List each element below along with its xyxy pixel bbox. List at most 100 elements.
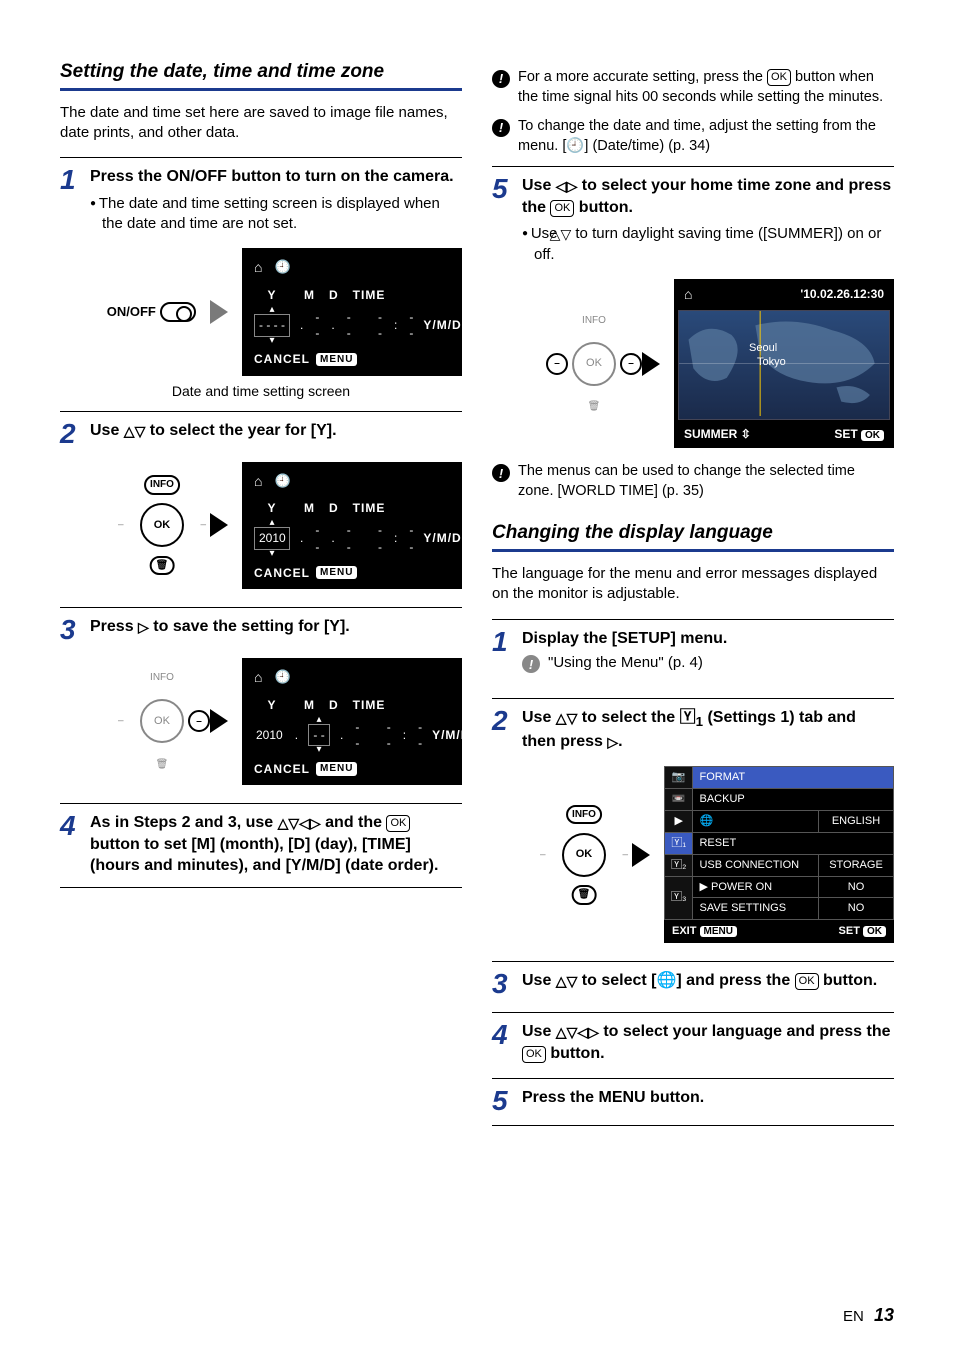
s5bb: button. — [646, 1089, 705, 1106]
sep: . — [329, 530, 336, 546]
up-down-icon: △▽ — [562, 225, 572, 244]
menu-wrap: INFO OK – – 🗑 📷FORMAT 📼BACKUP ▶🌐ENGLISH … — [492, 766, 894, 943]
hdr-t: TIME — [353, 287, 386, 303]
s1b-text: Display the [SETUP] menu. — [522, 630, 727, 647]
day-cell: - - — [345, 522, 353, 554]
hdr-m: M — [304, 287, 315, 303]
arrow-icon — [210, 709, 228, 733]
clock-icon: 🕘 — [274, 258, 290, 277]
right-tri-icon: ▷ — [138, 618, 149, 637]
step-number: 2 — [60, 420, 80, 448]
dpad-ok: OK — [140, 503, 184, 547]
s3a: Press — [90, 618, 138, 635]
ymd-label: Y/M/D — [432, 727, 470, 743]
ok-badge: OK — [863, 926, 886, 937]
dpad-trash: 🗑 — [572, 885, 597, 905]
dpad-trash: 🗑 — [588, 400, 601, 414]
arrow-icon — [642, 352, 660, 376]
section-title-2: Changing the display language — [492, 521, 894, 552]
screen1-caption: Date and time setting screen — [60, 382, 462, 401]
ymd-label: Y/M/D — [423, 530, 461, 546]
tab-y3-icon: 🅈₃ — [665, 876, 693, 920]
s5a: Use — [522, 177, 556, 194]
year-cell: 2010 — [254, 527, 290, 549]
step-number: 2 — [492, 707, 512, 753]
step-number: 5 — [492, 175, 512, 265]
screen3-wrap: INFO OK – – 🗑 ⌂🕘 Y M D TIME 2010 . - - — [60, 658, 462, 785]
timezone-screen: ⌂ '10.02.26.12:30 Seoul Tokyo SUMMER — [674, 279, 894, 448]
screen2-wrap: INFO OK – – 🗑 ⌂🕘 Y M D TIME 2010 . - - — [60, 462, 462, 589]
dpad-info: INFO — [150, 671, 174, 685]
step-number: 1 — [60, 166, 80, 234]
page-number: 13 — [874, 1305, 894, 1325]
year-cell: - - - - — [254, 314, 290, 336]
sep: . — [298, 317, 305, 333]
lcd-screen-3: ⌂🕘 Y M D TIME 2010 . - - . - - - - : - - — [242, 658, 462, 785]
colon: : — [392, 317, 399, 333]
month-cell: - - — [308, 724, 330, 746]
dpad-icon: INFO OK – – 🗑 — [128, 671, 196, 771]
step-4: 4 As in Steps 2 and 3, use △▽◁▷ and the … — [60, 803, 462, 888]
dpad-right: – — [622, 848, 628, 862]
tz-wrap: INFO OK – – 🗑 ⌂ '10.02.26.12:30 — [492, 279, 894, 448]
wrench-sub: 1 — [696, 714, 703, 729]
dpad-icon: INFO OK – – 🗑 — [560, 314, 628, 414]
menu-save: SAVE SETTINGS — [693, 898, 819, 920]
hour-cell: - - — [385, 719, 393, 751]
ok-icon: OK — [386, 815, 410, 832]
note-worldtime: ! The menus can be used to change the se… — [492, 462, 894, 501]
setup-menu-screen: 📷FORMAT 📼BACKUP ▶🌐ENGLISH 🅈₁RESET 🅈₂USB … — [664, 766, 894, 943]
dpad-left: – — [540, 848, 546, 862]
hdr-y: Y — [254, 697, 290, 713]
onoff-label-inline: ON/OFF — [166, 168, 226, 185]
s2a: Use — [90, 422, 124, 439]
hdr-d: D — [329, 500, 339, 516]
hdr-y: Y — [254, 500, 290, 516]
hdr-t: TIME — [353, 500, 386, 516]
s3b: to save the setting for [Y]. — [149, 618, 350, 635]
s3bc: ] and press the — [676, 972, 794, 989]
menu-lang-val: ENGLISH — [819, 811, 894, 833]
note-accurate: ! For a more accurate setting, press the… — [492, 68, 894, 107]
tz-timestamp: '10.02.26.12:30 — [800, 286, 884, 302]
colon: : — [401, 727, 408, 743]
hdr-m: M — [304, 697, 315, 713]
ok-icon: OK — [550, 200, 574, 217]
city-seoul: Seoul — [749, 341, 777, 356]
s4ba: Use — [522, 1023, 556, 1040]
dpad-left: – — [118, 518, 124, 532]
sep: . — [293, 727, 300, 743]
tab-y1-icon: 🅈₁ — [665, 832, 693, 854]
step-1b: 1 Display the [SETUP] menu. !"Using the … — [492, 619, 894, 684]
step-number: 3 — [492, 970, 512, 998]
note2b: ] (Date/time) (p. 34) — [584, 138, 710, 154]
dpad-icon: INFO OK – – 🗑 — [550, 805, 618, 905]
s4bc: button. — [546, 1045, 605, 1062]
step1-text-b: button to turn on the camera. — [227, 168, 454, 185]
warning-icon: ! — [492, 119, 510, 137]
menu-save-val: NO — [819, 898, 894, 920]
hdr-d: D — [329, 697, 339, 713]
step-3b: 3 Use △▽ to select [🌐] and press the OK … — [492, 961, 894, 998]
day-cell: - - — [353, 719, 361, 751]
day-cell: - - — [345, 309, 353, 341]
step-4b: 4 Use △▽◁▷ to select your language and p… — [492, 1012, 894, 1064]
tab-play-icon: ▶ — [665, 811, 693, 833]
nav-icons: △▽◁▷ — [278, 814, 321, 833]
up-down-icon: △▽ — [556, 972, 578, 991]
cancel-label: CANCEL — [254, 565, 310, 581]
colon: : — [392, 530, 399, 546]
menu-usb-val: STORAGE — [819, 854, 894, 876]
step-number: 1 — [492, 628, 512, 684]
lcd-screen-2: ⌂🕘 Y M D TIME 2010 . - - . - - - - : - - — [242, 462, 462, 589]
ok-badge: OK — [861, 430, 884, 441]
hour-cell: - - — [376, 522, 384, 554]
dpad-info: INFO — [144, 475, 180, 495]
step1-sub: The date and time setting screen is disp… — [90, 194, 462, 235]
menu-badge: MENU — [316, 566, 357, 580]
dpad-ok: OK — [562, 833, 606, 877]
s3bb: to select [ — [577, 972, 656, 989]
home-icon: ⌂ — [684, 285, 692, 304]
dpad-right: – — [200, 518, 206, 532]
s3ba: Use — [522, 972, 556, 989]
